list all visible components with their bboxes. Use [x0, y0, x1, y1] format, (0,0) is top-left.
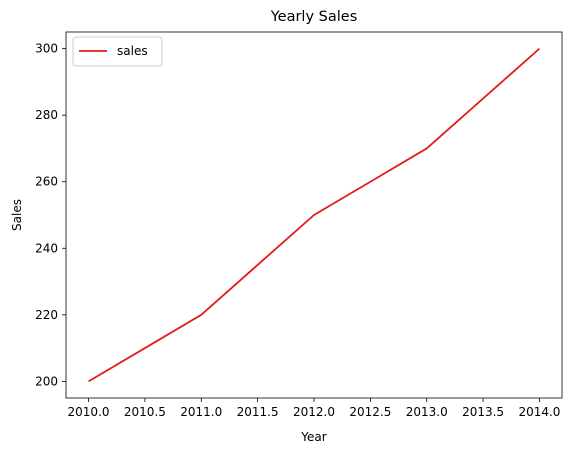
x-axis-ticks: 2010.0 2010.5 2011.0 2011.5 2012.0 2012.5 2013…: [68, 398, 560, 419]
y-axis-ticks: 200 220 240 260 280 300: [35, 42, 66, 388]
x-tick-label: 2014.0: [518, 405, 560, 419]
x-tick-label: 2010.5: [124, 405, 166, 419]
y-axis-label: Sales: [10, 199, 24, 231]
y-tick-label: 240: [35, 241, 58, 255]
x-tick-label: 2011.0: [180, 405, 222, 419]
x-tick-label: 2013.0: [406, 405, 448, 419]
x-tick-label: 2010.0: [68, 405, 110, 419]
legend-label-sales: sales: [117, 44, 148, 58]
x-tick-label: 2012.5: [349, 405, 391, 419]
y-tick-label: 300: [35, 42, 58, 56]
legend-box: [72, 36, 163, 67]
y-tick-label: 220: [35, 308, 58, 322]
legend: sales: [72, 36, 163, 67]
chart-title: Yearly Sales: [270, 9, 358, 25]
y-tick-label: 280: [35, 108, 58, 122]
x-tick-label: 2011.5: [237, 405, 279, 419]
x-tick-label: 2012.0: [293, 405, 335, 419]
y-tick-label: 200: [35, 374, 58, 388]
x-tick-label: 2013.5: [462, 405, 504, 419]
x-axis-label: Year: [300, 430, 326, 444]
y-tick-label: 260: [35, 175, 58, 189]
series-layer: [88, 47, 541, 383]
